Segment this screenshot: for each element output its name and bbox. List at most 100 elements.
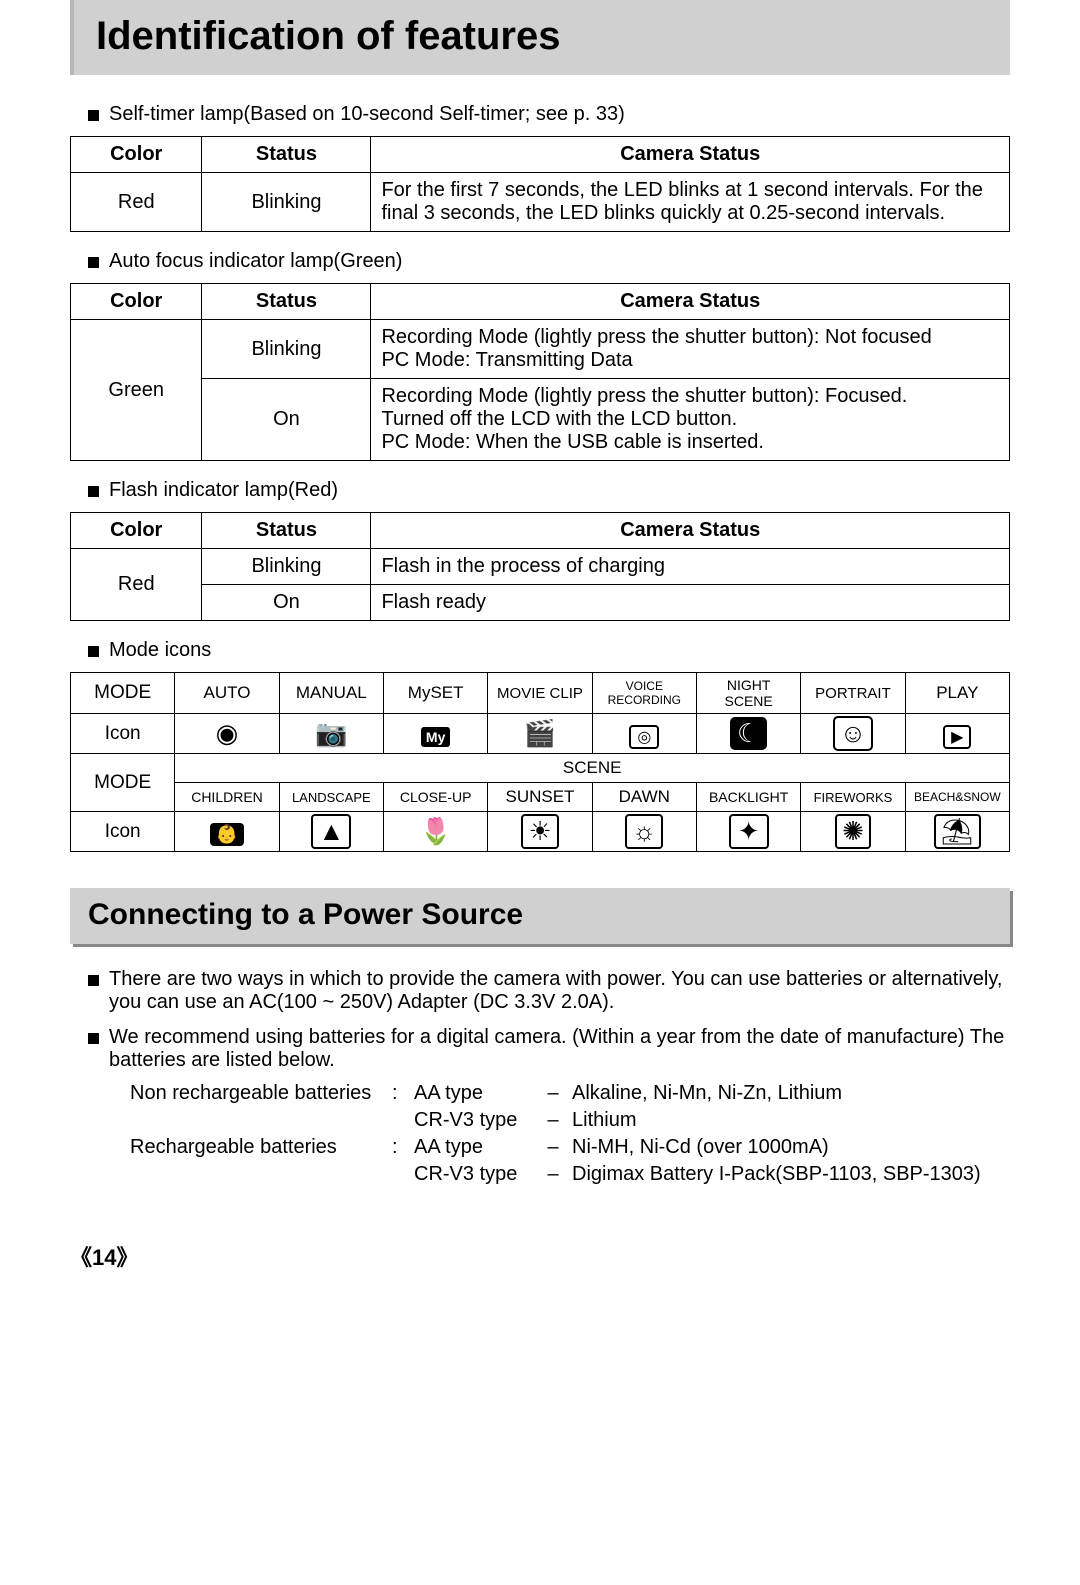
colon: : (392, 1082, 402, 1105)
bullet-icon (88, 110, 99, 121)
line: PC Mode: Transmitting Data (381, 349, 999, 372)
camera-manual-icon: 📷 (279, 714, 383, 754)
colon-empty (392, 1109, 402, 1132)
selftimer-caption: Self-timer lamp(Based on 10-second Self-… (109, 103, 625, 126)
landscape-icon: ▲ (279, 812, 383, 852)
battery-row: Rechargeable batteries : AA type – Ni-MH… (130, 1136, 1010, 1159)
scene-name: DAWN (592, 783, 696, 812)
dash: – (546, 1109, 560, 1132)
cell-color: Green (71, 320, 202, 461)
battery-desc: Digimax Battery I-Pack(SBP-1103, SBP-130… (572, 1163, 1010, 1186)
section-power-bar: Connecting to a Power Source (70, 888, 1010, 944)
portrait-icon: ☺ (801, 714, 905, 754)
line: PC Mode: When the USB cable is inserted. (381, 431, 999, 454)
mode-name: MOVIE CLIP (488, 673, 592, 714)
line: Recording Mode (lightly press the shutte… (381, 385, 999, 408)
battery-group (130, 1109, 380, 1132)
closeup-icon: 🌷 (383, 812, 487, 852)
cell-desc: Recording Mode (lightly press the shutte… (371, 320, 1010, 379)
modeicons-table: MODE AUTO MANUAL MySET MOVIE CLIP VOICE … (70, 672, 1010, 852)
beachsnow-icon: ⛱ (905, 812, 1009, 852)
fireworks-icon: ✺ (801, 812, 905, 852)
cell-status: On (202, 379, 371, 461)
bullet-icon (88, 646, 99, 657)
battery-group: Rechargeable batteries (130, 1136, 380, 1159)
mode-name: VOICE RECORDING (592, 673, 696, 714)
movie-clip-icon: 🎬 (488, 714, 592, 754)
cell-status: Blinking (202, 549, 371, 585)
power-text: There are two ways in which to provide t… (109, 968, 1010, 1014)
scene-label: SCENE (175, 754, 1010, 783)
battery-group: Non rechargeable batteries (130, 1082, 380, 1105)
flash-caption-row: Flash indicator lamp(Red) (88, 479, 1010, 502)
mode-name: PLAY (905, 673, 1009, 714)
autofocus-table: Color Status Camera Status Green Blinkin… (70, 283, 1010, 461)
battery-type: CR-V3 type (414, 1163, 534, 1186)
page-title-bar: Identification of features (70, 0, 1010, 75)
mode-name: MANUAL (279, 673, 383, 714)
dash: – (546, 1163, 560, 1186)
colon-empty (392, 1163, 402, 1186)
power-bullet-2: We recommend using batteries for a digit… (88, 1026, 1010, 1072)
col-camerastatus: Camera Status (371, 284, 1010, 320)
page-number-value: 14 (92, 1245, 116, 1270)
battery-type: AA type (414, 1082, 534, 1105)
autofocus-caption: Auto focus indicator lamp(Green) (109, 250, 402, 273)
line: Recording Mode (lightly press the shutte… (381, 326, 999, 349)
scene-name: CHILDREN (175, 783, 279, 812)
battery-row: Non rechargeable batteries : AA type – A… (130, 1082, 1010, 1105)
flash-table: Color Status Camera Status Red Blinking … (70, 512, 1010, 621)
col-camerastatus: Camera Status (371, 513, 1010, 549)
night-scene-icon: ☾ (696, 714, 800, 754)
col-color: Color (71, 513, 202, 549)
backlight-icon: ✦ (696, 812, 800, 852)
flash-caption: Flash indicator lamp(Red) (109, 479, 338, 502)
cell-color: Red (71, 549, 202, 621)
scene-name: SUNSET (488, 783, 592, 812)
col-color: Color (71, 137, 202, 173)
bullet-icon (88, 257, 99, 268)
battery-type: CR-V3 type (414, 1109, 534, 1132)
cell-desc: Flash ready (371, 585, 1010, 621)
bullet-icon (88, 975, 99, 986)
line: Turned off the LCD with the LCD button. (381, 408, 999, 431)
mode-name: AUTO (175, 673, 279, 714)
scene-name: FIREWORKS (801, 783, 905, 812)
selftimer-table: Color Status Camera Status Red Blinking … (70, 136, 1010, 232)
bullet-icon (88, 1033, 99, 1044)
dash: – (546, 1136, 560, 1159)
scene-name: BACKLIGHT (696, 783, 800, 812)
colon: : (392, 1136, 402, 1159)
cell-desc: Flash in the process of charging (371, 549, 1010, 585)
mode-label: MODE (71, 754, 175, 812)
camera-auto-icon: ◉ (175, 714, 279, 754)
children-icon: 👶 (175, 812, 279, 852)
battery-group (130, 1163, 380, 1186)
modeicons-caption-row: Mode icons (88, 639, 1010, 662)
cell-status: On (202, 585, 371, 621)
icon-label: Icon (71, 714, 175, 754)
selftimer-caption-row: Self-timer lamp(Based on 10-second Self-… (88, 103, 1010, 126)
col-camerastatus: Camera Status (371, 137, 1010, 173)
myset-icon: My (383, 714, 487, 754)
voice-rec-icon: ◎ (592, 714, 696, 754)
modeicons-caption: Mode icons (109, 639, 211, 662)
scene-name: CLOSE-UP (383, 783, 487, 812)
col-status: Status (202, 137, 371, 173)
play-icon: ▶ (905, 714, 1009, 754)
power-text: We recommend using batteries for a digit… (109, 1026, 1010, 1072)
power-bullet-1: There are two ways in which to provide t… (88, 968, 1010, 1014)
dawn-icon: ☼ (592, 812, 696, 852)
autofocus-caption-row: Auto focus indicator lamp(Green) (88, 250, 1010, 273)
col-color: Color (71, 284, 202, 320)
battery-desc: Ni-MH, Ni-Cd (over 1000mA) (572, 1136, 1010, 1159)
col-status: Status (202, 513, 371, 549)
sunset-icon: ☀ (488, 812, 592, 852)
scene-name: LANDSCAPE (279, 783, 383, 812)
battery-desc: Lithium (572, 1109, 1010, 1132)
battery-row: CR-V3 type – Digimax Battery I-Pack(SBP-… (130, 1163, 1010, 1186)
battery-type: AA type (414, 1136, 534, 1159)
mode-label: MODE (71, 673, 175, 714)
battery-list: Non rechargeable batteries : AA type – A… (130, 1082, 1010, 1186)
icon-label: Icon (71, 812, 175, 852)
